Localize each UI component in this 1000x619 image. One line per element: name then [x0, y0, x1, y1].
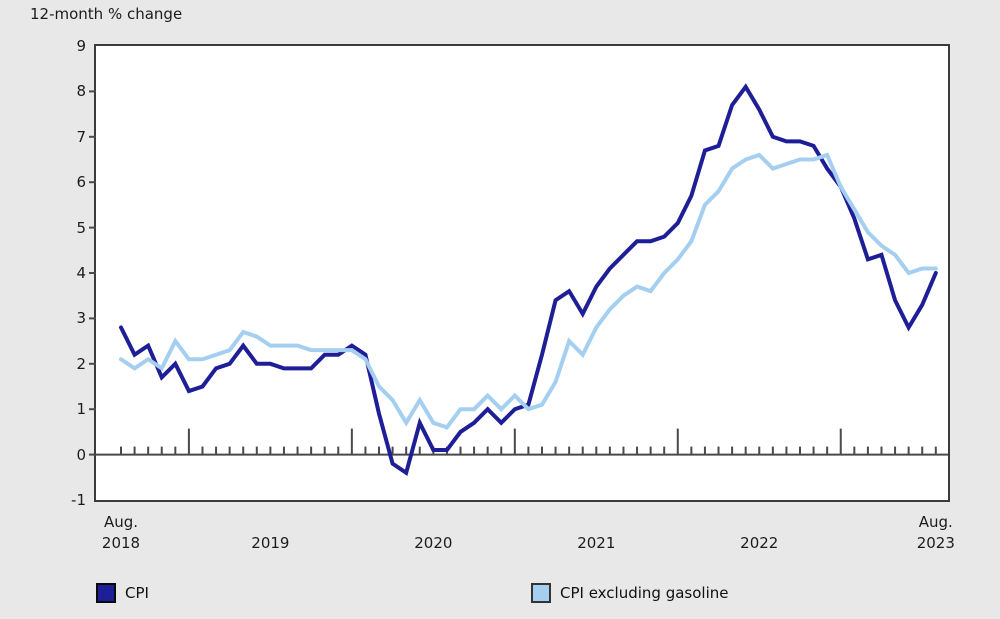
- cpi-line: [119, 83, 938, 476]
- y-axis-tick-label: 5: [76, 218, 86, 237]
- legend-item-cpi-excluding-gasoline: CPI excluding gasoline: [531, 583, 728, 603]
- x-axis-tick-label: 2020: [414, 534, 453, 552]
- cpi-excluding-gasoline-line: [119, 152, 938, 430]
- legend-item-cpi: CPI: [96, 583, 149, 603]
- cpi-legend-swatch: [96, 583, 116, 603]
- plot-svg: [89, 83, 948, 476]
- cpi-excluding-gasoline-legend-swatch: [531, 583, 551, 603]
- x-axis-tick-label: Aug. 2023: [916, 513, 955, 552]
- cpi-excluding-gasoline-legend-label: CPI excluding gasoline: [560, 584, 729, 602]
- y-axis-tick-label: 0: [76, 445, 86, 464]
- x-axis-tick-label: Aug. 2018: [101, 513, 141, 552]
- chart-legend: CPI CPI excluding gasoline: [0, 583, 1000, 609]
- x-axis-tick-label: 2019: [251, 534, 290, 552]
- y-axis-tick-label: 1: [76, 400, 86, 419]
- y-axis-tick-label: -1: [71, 491, 86, 509]
- y-axis-tick-label: 4: [76, 264, 86, 282]
- y-axis-tick-label: 2: [76, 354, 86, 373]
- cpi-legend-label: CPI: [125, 584, 149, 602]
- x-axis-tick-label: 2021: [577, 534, 616, 552]
- y-axis-tick-label: 3: [76, 309, 86, 328]
- x-axis-tick-label: 2022: [740, 534, 779, 552]
- y-axis-tick-label: 9: [76, 37, 86, 55]
- y-axis-tick-label: 6: [76, 173, 86, 192]
- y-axis-tick-label: 7: [76, 127, 86, 146]
- plot-area: [89, 44, 950, 502]
- chart-axis-unit-title: 12-month % change: [30, 5, 183, 23]
- y-axis-tick-label: 8: [76, 82, 86, 101]
